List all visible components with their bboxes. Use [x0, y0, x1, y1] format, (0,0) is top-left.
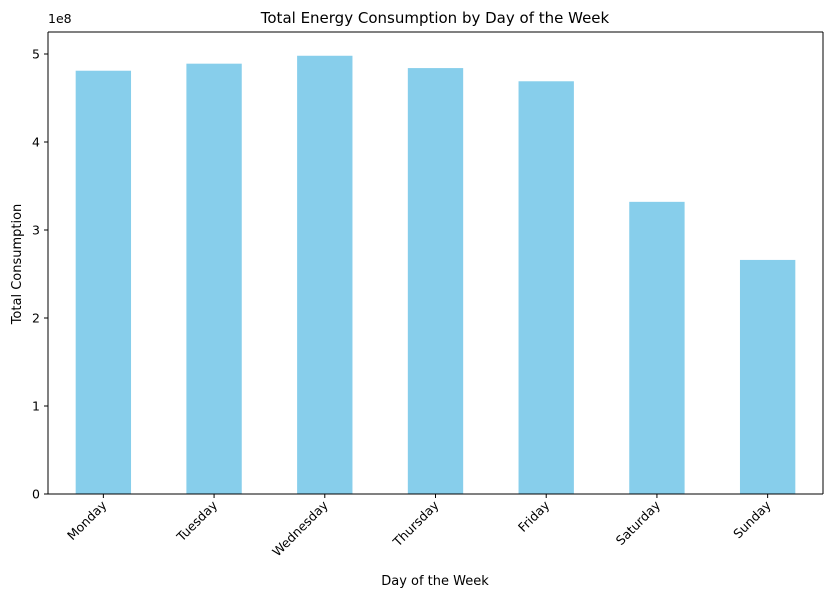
- y-tick-label: 1: [32, 399, 40, 414]
- x-tick-label: Sunday: [730, 497, 774, 541]
- y-axis-label: Total Consumption: [10, 204, 25, 326]
- y-axis-offset-label: 1e8: [48, 11, 72, 26]
- axes-frame: [47, 31, 824, 495]
- y-axis-ticks: 0 1 2 3 4 5: [32, 47, 48, 502]
- x-tick-label: Wednesday: [269, 497, 331, 559]
- x-tick-label: Thursday: [389, 497, 442, 550]
- x-tick-label: Monday: [64, 497, 110, 543]
- bar-thursday: [407, 68, 464, 494]
- chart-title: Total Energy Consumption by Day of the W…: [260, 9, 610, 27]
- bar-monday: [75, 70, 132, 494]
- y-tick-label: 5: [32, 47, 40, 62]
- x-tick-label: Friday: [515, 497, 553, 535]
- bar-sunday: [739, 259, 796, 494]
- y-tick-label: 0: [32, 487, 40, 502]
- bar-saturday: [629, 201, 685, 494]
- y-tick-label: 2: [32, 311, 40, 326]
- bars-group: [75, 55, 796, 495]
- bar-friday: [518, 81, 574, 494]
- y-tick-label: 3: [32, 223, 40, 238]
- bar-tuesday: [186, 63, 242, 495]
- y-tick-label: 4: [32, 135, 40, 150]
- x-axis-ticks: Monday Tuesday Wednesday Thursday Friday Satu…: [64, 494, 774, 559]
- x-tick-label: Tuesday: [173, 497, 221, 545]
- x-tick-label: Saturday: [613, 497, 664, 548]
- bar-wednesday: [297, 55, 353, 494]
- x-axis-label: Day of the Week: [381, 574, 489, 589]
